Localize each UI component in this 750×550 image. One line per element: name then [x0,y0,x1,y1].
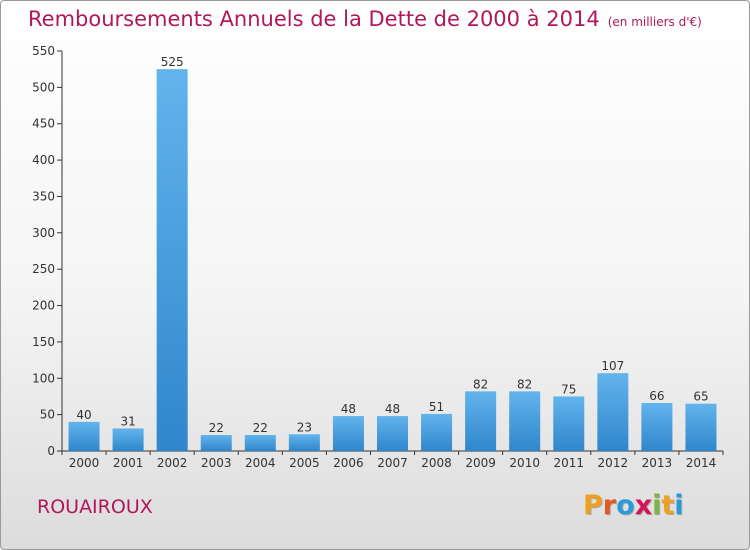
x-tick-label: 2000 [69,456,100,470]
bar-value-label: 75 [561,382,576,396]
chart-bars: 40 31 525 22 22 23 48 48 51 82 82 75 107 66 65 [68,55,717,451]
logo-letter: r [602,490,617,521]
title-unit: (en milliers d'€) [607,15,702,29]
x-tick-label: 2004 [245,456,276,470]
logo-letter: o [616,490,635,521]
bar-value-label: 82 [517,377,532,391]
bar [421,413,453,451]
y-tick-label: 350 [32,189,55,203]
commune-name: ROUAIROUX [37,496,153,518]
logo-letter: i [674,490,684,521]
y-tick-label: 300 [32,226,55,240]
y-tick-label: 0 [47,444,55,458]
bar [685,403,717,451]
bar-value-label: 31 [120,414,135,428]
logo-letter: P [583,490,603,521]
bar [244,435,276,451]
proxiti-logo[interactable]: Proxiti [583,490,684,521]
y-tick-label: 200 [32,299,55,313]
x-tick-label: 2013 [642,456,673,470]
y-tick-label: 50 [40,408,55,422]
bar [332,416,364,451]
title-text: Remboursements Annuels de la Dette de 20… [28,7,600,31]
bar [68,421,100,451]
x-tick-label: 2005 [289,456,320,470]
logo-letter: t [661,490,675,521]
x-tick-label: 2006 [333,456,364,470]
x-tick-label: 2011 [553,456,584,470]
bar [553,396,585,451]
x-tick-label: 2009 [465,456,496,470]
logo-letter: i [652,490,662,521]
chart-axes: 0 50 100 150 200 250 300 350 400 450 500 550 2000 200… [32,44,724,470]
y-tick-label: 550 [32,44,55,58]
bar [509,391,541,451]
bar [465,391,497,451]
y-tick-label: 100 [32,371,55,385]
x-tick-label: 2010 [509,456,540,470]
bar [641,403,673,451]
bar-value-label: 48 [385,402,400,416]
y-tick-label: 250 [32,262,55,276]
bar-value-label: 107 [601,359,624,373]
bar [597,373,629,451]
bar [200,435,232,451]
x-tick-label: 2001 [113,456,144,470]
y-tick-label: 150 [32,335,55,349]
bar-value-label: 48 [341,402,356,416]
y-tick-label: 450 [32,117,55,131]
bar [377,416,408,451]
bar-value-label: 525 [161,55,184,69]
bar-value-label: 51 [429,400,444,414]
x-tick-label: 2007 [377,456,408,470]
bar-value-label: 23 [297,420,312,434]
chart-title: Remboursements Annuels de la Dette de 20… [28,7,702,31]
x-tick-label: 2012 [598,456,629,470]
bar-value-label: 22 [209,421,224,435]
x-tick-label: 2008 [421,456,452,470]
bar [112,428,144,451]
x-tick-label: 2002 [157,456,188,470]
bar [288,434,320,451]
logo-letter: x [634,490,653,521]
bar-value-label: 40 [76,408,91,422]
y-tick-label: 400 [32,153,55,167]
bar-value-label: 65 [693,390,708,404]
bar-value-label: 82 [473,377,488,391]
x-tick-label: 2014 [686,456,717,470]
y-tick-label: 500 [32,80,55,94]
bar-value-label: 22 [253,421,268,435]
bar-value-label: 66 [649,389,664,403]
bar [156,69,188,451]
x-tick-label: 2003 [201,456,232,470]
